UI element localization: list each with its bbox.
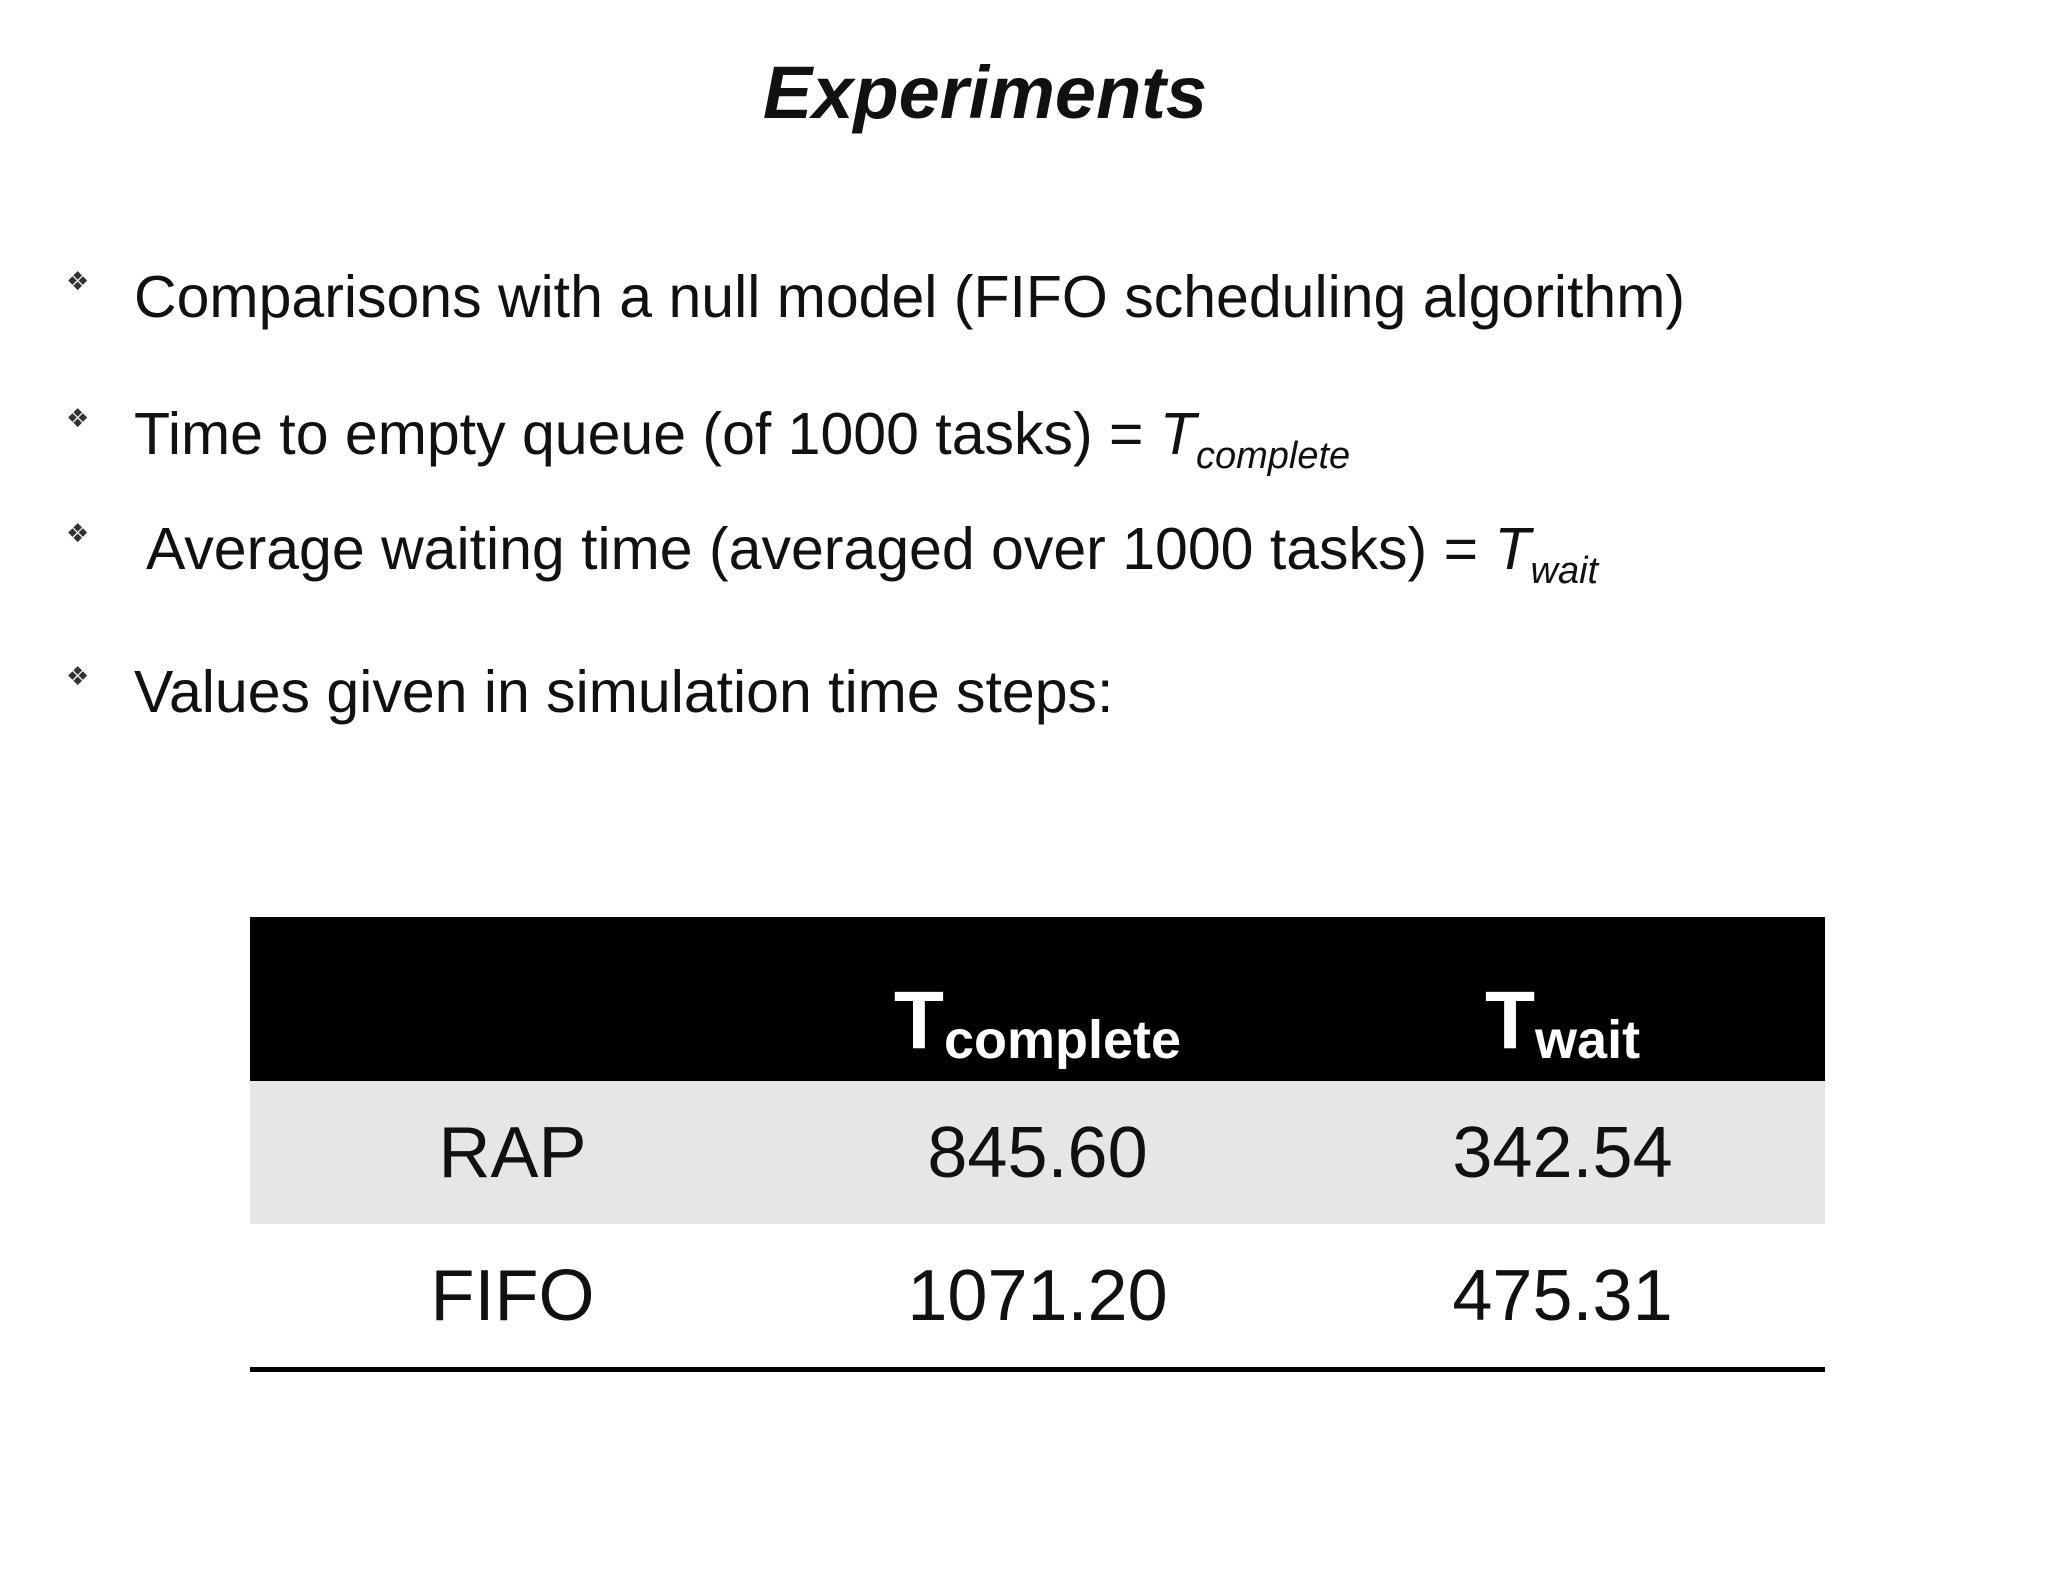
four-diamond-bullet-icon: ❖ xyxy=(66,403,90,433)
math-symbol: Tcomplete xyxy=(1159,401,1350,476)
cell-t-complete: 1071.20 xyxy=(775,1224,1300,1372)
bullet-text: Values given in simulation time steps: xyxy=(134,659,1114,725)
cell-method: FIFO xyxy=(250,1224,775,1372)
header-symbol: T xyxy=(893,975,944,1066)
header-cell-t-wait: Twait xyxy=(1300,917,1825,1081)
table-row: RAP 845.60 342.54 xyxy=(250,1081,1825,1224)
math-symbol: Twait xyxy=(1494,516,1598,591)
four-diamond-bullet-icon: ❖ xyxy=(66,518,90,548)
header-symbol: T xyxy=(1484,975,1536,1066)
cell-t-wait: 342.54 xyxy=(1300,1081,1825,1224)
header-subscript: wait xyxy=(1535,1010,1641,1070)
bullet-text-prefix: Time to empty queue (of 1000 tasks) = xyxy=(134,401,1160,467)
bullet-text: Time to empty queue (of 1000 tasks) = Tc… xyxy=(134,405,1350,476)
math-symbol-letter: T xyxy=(1494,516,1531,582)
math-subscript: wait xyxy=(1530,550,1599,592)
math-symbol-letter: T xyxy=(1159,401,1196,467)
table-row: FIFO 1071.20 475.31 xyxy=(250,1224,1825,1372)
bullet-text: Comparisons with a null model (FIFO sche… xyxy=(134,264,1685,330)
cell-t-wait: 475.31 xyxy=(1300,1224,1825,1372)
cell-t-complete: 845.60 xyxy=(775,1081,1300,1224)
cell-method: RAP xyxy=(250,1081,775,1224)
four-diamond-bullet-icon: ❖ xyxy=(66,266,90,296)
four-diamond-bullet-icon: ❖ xyxy=(66,661,90,691)
header-cell-method xyxy=(250,917,775,1081)
bullet-text-prefix: Average waiting time (averaged over 1000… xyxy=(146,516,1495,582)
math-subscript: complete xyxy=(1195,435,1351,477)
header-cell-t-complete: Tcomplete xyxy=(775,917,1300,1081)
table-header-row: Tcomplete Twait xyxy=(250,917,1825,1081)
slide-title: Experiments xyxy=(762,51,1208,134)
bullet-text: Average waiting time (averaged over 1000… xyxy=(146,520,1598,591)
header-subscript: complete xyxy=(944,1010,1182,1070)
results-table: Tcomplete Twait RAP 845.60 342.54 FIFO 1… xyxy=(250,917,1825,1372)
